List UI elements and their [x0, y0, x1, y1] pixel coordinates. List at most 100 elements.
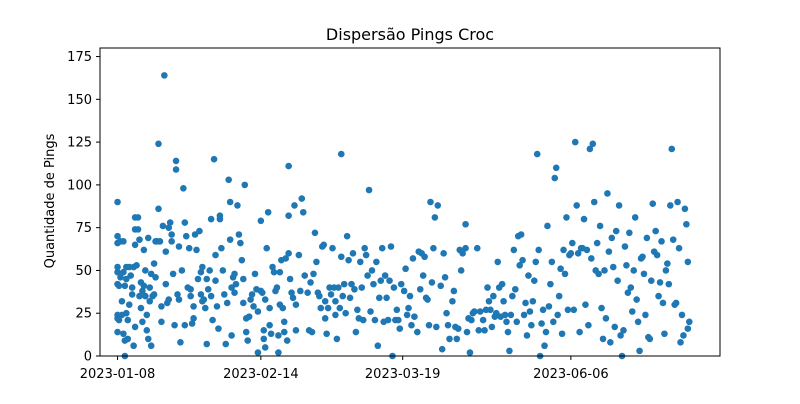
data-point: [596, 222, 604, 230]
data-point: [570, 306, 578, 314]
data-point: [633, 296, 640, 303]
data-point: [541, 342, 548, 350]
data-point: [175, 296, 183, 303]
data-point: [623, 262, 630, 269]
data-point: [387, 243, 395, 250]
data-point: [571, 138, 579, 146]
data-point: [120, 330, 127, 338]
data-point: [280, 328, 288, 336]
data-point: [519, 256, 526, 264]
chart-title: Dispersão Pings Croc: [326, 25, 494, 44]
data-point: [602, 315, 610, 322]
data-point: [664, 260, 671, 267]
data-point: [631, 214, 639, 221]
data-point: [585, 321, 592, 329]
data-point: [201, 304, 209, 312]
data-point: [165, 296, 173, 303]
data-point: [652, 227, 659, 235]
data-point: [362, 251, 370, 259]
data-point: [361, 244, 368, 252]
data-point: [674, 198, 681, 206]
data-point: [118, 297, 126, 305]
data-point: [182, 232, 190, 240]
data-point: [547, 280, 554, 288]
data-point: [433, 323, 440, 331]
data-point: [685, 318, 693, 326]
data-point: [329, 244, 336, 252]
data-point: [222, 340, 230, 348]
data-point: [313, 258, 320, 266]
data-point: [335, 284, 342, 291]
data-point: [403, 311, 411, 319]
data-point: [232, 280, 240, 288]
data-point: [393, 306, 401, 314]
data-point: [291, 202, 298, 209]
data-point: [162, 280, 170, 288]
data-point: [261, 296, 269, 303]
data-point: [684, 325, 692, 332]
data-point: [488, 323, 496, 331]
data-point: [321, 315, 329, 322]
data-point: [636, 347, 643, 355]
data-point: [254, 349, 262, 356]
data-point: [310, 270, 317, 278]
data-point: [624, 289, 632, 296]
data-point: [264, 208, 272, 216]
data-point: [114, 268, 121, 276]
data-point: [529, 297, 537, 305]
data-point: [131, 241, 139, 249]
data-point: [466, 349, 474, 356]
data-point: [530, 277, 538, 285]
data-point: [627, 284, 635, 291]
data-point: [365, 186, 373, 194]
data-point: [555, 292, 563, 300]
data-point: [339, 292, 347, 300]
data-point: [203, 340, 211, 348]
data-point: [564, 306, 572, 314]
data-point: [526, 308, 534, 315]
data-point: [383, 294, 390, 302]
data-point: [269, 263, 276, 271]
data-point: [516, 262, 523, 269]
data-point: [605, 248, 613, 255]
data-point: [665, 280, 673, 288]
data-point: [337, 150, 345, 158]
data-point: [134, 226, 142, 233]
x-tick-label: 2023-01-08: [80, 367, 156, 382]
data-point: [340, 280, 348, 288]
data-point: [675, 244, 683, 252]
data-point: [507, 311, 515, 319]
data-point: [481, 327, 488, 334]
data-point: [298, 195, 306, 202]
data-point: [292, 301, 300, 308]
data-point: [123, 309, 130, 317]
data-point: [142, 267, 149, 274]
data-point: [131, 323, 139, 331]
data-point: [181, 219, 189, 226]
data-point: [424, 296, 431, 303]
data-point: [601, 267, 608, 274]
data-point: [121, 282, 129, 290]
data-point: [522, 299, 529, 307]
data-point: [634, 318, 642, 326]
data-point: [156, 238, 164, 245]
data-point: [136, 236, 143, 243]
data-point: [593, 239, 601, 247]
data-point: [267, 330, 275, 338]
data-point: [620, 327, 627, 334]
data-point: [166, 219, 174, 226]
data-point: [356, 258, 364, 266]
y-tick-label: 175: [67, 50, 92, 65]
y-axis-label: Quantidade de Pings: [43, 133, 58, 268]
data-point: [133, 262, 140, 269]
data-point: [146, 297, 154, 305]
data-point: [463, 328, 471, 336]
data-point: [642, 311, 649, 319]
data-point: [446, 335, 453, 343]
data-point: [292, 327, 300, 334]
data-point: [378, 244, 386, 252]
data-point: [259, 289, 266, 296]
data-point: [234, 202, 241, 209]
data-point: [545, 303, 553, 310]
